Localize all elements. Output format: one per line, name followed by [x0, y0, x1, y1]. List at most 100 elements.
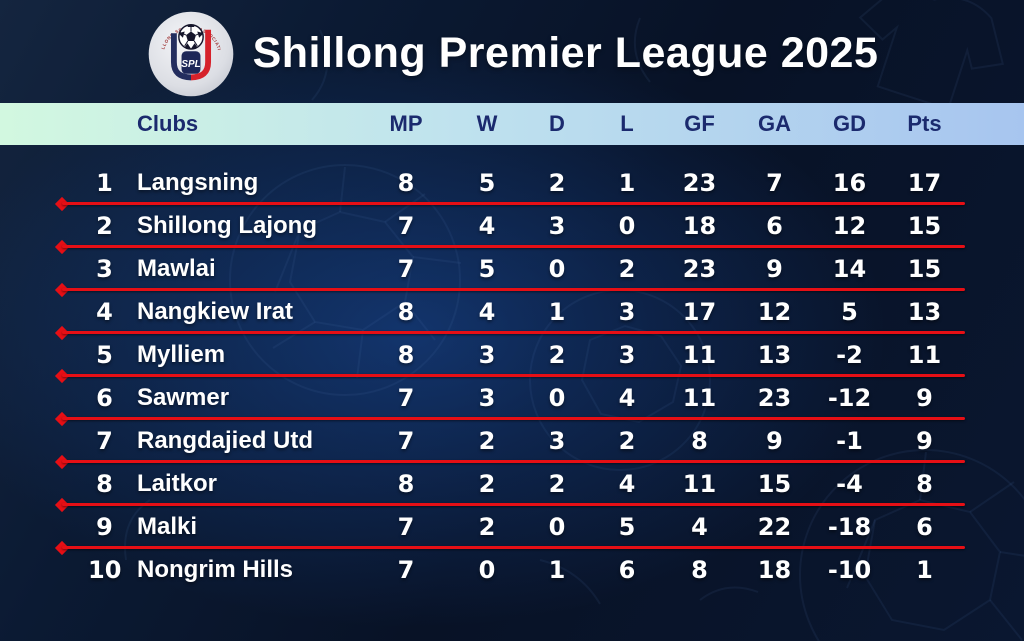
stat-ga-cell: 15: [757, 469, 792, 498]
stat-pts-cell: 11: [907, 340, 942, 369]
stat-mp-cell: 8: [397, 469, 415, 498]
stat-gf-cell: 17: [682, 297, 717, 326]
club-name: Shillong Lajong: [137, 211, 317, 239]
table-row: 10 Nongrim Hills 7 0 1 6 8 18 -10 1: [0, 548, 1024, 591]
stat-ga-cell: 13: [757, 340, 792, 369]
club-name: Mawlai: [137, 254, 216, 282]
stat-w-cell: 4: [478, 211, 496, 240]
rank-cell: 8: [96, 469, 113, 498]
stat-gd-cell: -18: [827, 512, 872, 541]
rank-cell: 5: [96, 340, 113, 369]
table-row: 4 Nangkiew Irat 8 4 1 3 17 12 5 13: [0, 290, 1024, 334]
stat-gf-cell: 23: [682, 168, 717, 197]
stat-ga-cell: 18: [757, 555, 792, 584]
stat-w-cell: 3: [478, 340, 496, 369]
stat-ga-cell: 22: [757, 512, 792, 541]
stat-gd-cell: -12: [827, 383, 872, 412]
column-clubs: Clubs: [137, 111, 199, 136]
stat-l-cell: 3: [618, 297, 636, 326]
stat-l-cell: 3: [618, 340, 636, 369]
club-name: Sawmer: [137, 383, 230, 411]
stat-w-cell: 0: [478, 555, 496, 584]
column-pts: Pts: [907, 111, 942, 136]
stat-mp-cell: 7: [397, 211, 415, 240]
stat-pts-cell: 17: [907, 168, 942, 197]
stat-gf-cell: 8: [691, 426, 708, 455]
table-row: 3 Mawlai 7 5 0 2 23 9 14 15: [0, 247, 1024, 291]
club-name: Malki: [137, 512, 198, 540]
stat-gd-cell: 16: [832, 168, 867, 197]
table-column-header: Clubs MP W D L GF GA GD Pts: [0, 103, 1024, 145]
table-row: 2 Shillong Lajong 7 4 3 0 18 6 12 15: [0, 204, 1024, 248]
stat-pts-cell: 13: [907, 297, 942, 326]
stat-gd-cell: 12: [832, 211, 867, 240]
page-header: SHILLONG SPORTS ASSOCIATION: [0, 0, 1024, 103]
stat-gd-cell: -4: [836, 469, 863, 498]
club-name: Langsning: [137, 168, 259, 196]
column-l: L: [620, 111, 634, 136]
league-table-body: 1 Langsning 8 5 2 1 23 7 16 17 2 Shillon…: [0, 145, 1024, 591]
stat-ga-cell: 12: [757, 297, 792, 326]
stat-d-cell: 1: [548, 555, 566, 584]
stat-ga-cell: 23: [757, 383, 792, 412]
stat-d-cell: 2: [548, 168, 566, 197]
spl-logo: SHILLONG SPORTS ASSOCIATION: [146, 9, 233, 96]
stat-ga-cell: 6: [766, 211, 783, 240]
stat-mp-cell: 7: [397, 254, 415, 283]
table-row: 6 Sawmer 7 3 0 4 11 23 -12 9: [0, 376, 1024, 420]
stat-gf-cell: 11: [682, 340, 717, 369]
stat-pts-cell: 15: [907, 254, 942, 283]
stat-w-cell: 2: [478, 512, 496, 541]
table-row: 9 Malki 7 2 0 5 4 22 -18 6: [0, 505, 1024, 549]
stat-d-cell: 0: [548, 254, 566, 283]
club-name: Laitkor: [137, 469, 218, 497]
stat-pts-cell: 9: [916, 383, 933, 412]
rank-cell: 3: [96, 254, 113, 283]
stat-gd-cell: -10: [827, 555, 872, 584]
page-title: Shillong Premier League 2025: [252, 29, 879, 77]
logo-u-left: [170, 32, 191, 80]
stat-mp-cell: 8: [397, 297, 415, 326]
stat-mp-cell: 7: [397, 426, 415, 455]
stat-w-cell: 5: [478, 254, 496, 283]
stat-d-cell: 1: [548, 297, 566, 326]
club-name: Mylliem: [137, 340, 226, 368]
stat-w-cell: 4: [478, 297, 496, 326]
stat-ga-cell: 9: [766, 426, 783, 455]
stat-d-cell: 0: [548, 512, 566, 541]
stat-mp-cell: 8: [397, 168, 415, 197]
stat-l-cell: 2: [618, 254, 636, 283]
stat-d-cell: 3: [548, 211, 566, 240]
stat-gf-cell: 23: [682, 254, 717, 283]
column-d: D: [549, 111, 565, 136]
stat-mp-cell: 7: [397, 512, 415, 541]
stat-d-cell: 3: [548, 426, 566, 455]
logo-spl-panel: [181, 50, 201, 74]
stat-d-cell: 2: [548, 340, 566, 369]
club-name: Nangkiew Irat: [137, 297, 294, 325]
column-gd: GD: [833, 111, 866, 136]
table-row: 5 Mylliem 8 3 2 3 11 13 -2 11: [0, 333, 1024, 377]
rank-cell: 9: [96, 512, 113, 541]
stat-gd-cell: -1: [836, 426, 863, 455]
stat-mp-cell: 7: [397, 383, 415, 412]
stat-gd-cell: 5: [841, 297, 858, 326]
rank-cell: 1: [96, 168, 113, 197]
rank-cell: 2: [96, 211, 113, 240]
column-gf: GF: [684, 111, 715, 136]
stat-l-cell: 4: [618, 469, 636, 498]
stat-gd-cell: 14: [832, 254, 867, 283]
stat-l-cell: 0: [618, 211, 636, 240]
rank-cell: 4: [96, 297, 113, 326]
stat-mp-cell: 8: [397, 340, 415, 369]
stat-l-cell: 5: [618, 512, 636, 541]
stat-w-cell: 5: [478, 168, 496, 197]
stat-w-cell: 2: [478, 469, 496, 498]
column-mp: MP: [389, 111, 423, 136]
table-row: 1 Langsning 8 5 2 1 23 7 16 17: [0, 161, 1024, 205]
table-row: 8 Laitkor 8 2 2 4 11 15 -4 8: [0, 462, 1024, 506]
rank-cell: 6: [96, 383, 113, 412]
stat-pts-cell: 6: [916, 512, 933, 541]
stat-gf-cell: 18: [682, 211, 717, 240]
